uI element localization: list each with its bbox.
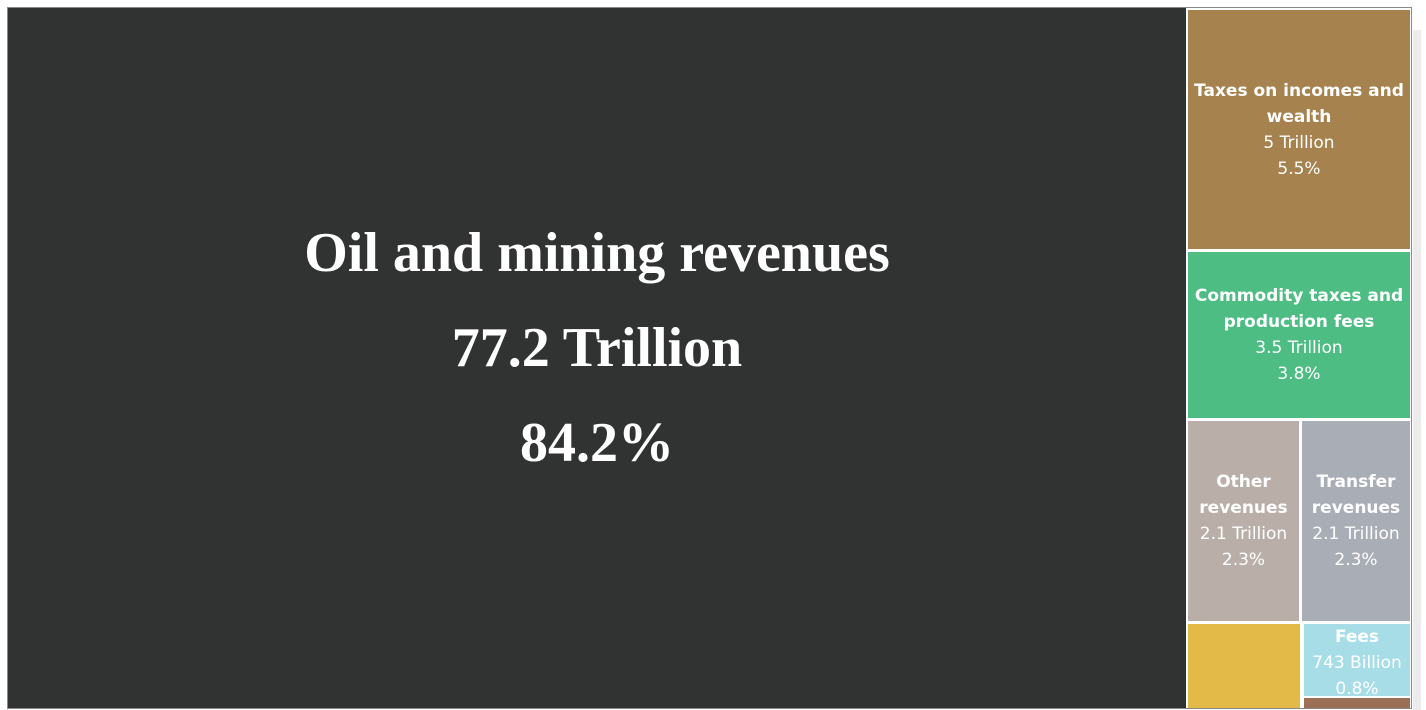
tile-name: Other revenues <box>1199 472 1288 518</box>
tile-share: 2.3% <box>1334 550 1378 570</box>
tile-name: Transfer revenues <box>1311 472 1401 518</box>
tile-value: 2.1 Trillion <box>1199 524 1288 544</box>
tile: Fees 743 Billion 0.8% <box>1304 624 1410 696</box>
tile: Transfer revenues 2.1 Trillion 2.3% <box>1302 421 1410 621</box>
tile-value: 2.1 Trillion <box>1312 524 1400 544</box>
unlabeled-tile <box>1304 698 1410 708</box>
tile: Other revenues 2.1 Trillion 2.3% <box>1188 421 1299 621</box>
tile-name: Taxes on incomes and wealth <box>1194 80 1404 127</box>
tile-share: 84.2% <box>520 411 674 474</box>
tile-value: 3.5 Trillion <box>1255 338 1343 358</box>
chart <box>7 7 1412 709</box>
tile-value: 743 Billion <box>1312 653 1402 673</box>
tile-name: Commodity taxes and production fees <box>1194 286 1404 332</box>
tile-value: 5 Trillion <box>1263 132 1335 153</box>
tile: Taxes on incomes and wealth 5 Trillion 5.5… <box>1188 10 1410 249</box>
tile-share: 0.8% <box>1335 679 1379 696</box>
tile-name: Fees <box>1334 627 1380 647</box>
tile: Commodity taxes and production fees 3.5 T… <box>1188 252 1410 418</box>
tile-name: Oil and mining revenues <box>304 221 890 284</box>
tile-value: 77.2 Trillion <box>451 316 743 379</box>
tile-share: 2.3% <box>1221 550 1266 570</box>
unlabeled-tile <box>1188 624 1300 708</box>
tile-share: 5.5% <box>1277 158 1321 179</box>
tile: Oil and mining revenues 77.2 Trillion 84.2… <box>8 8 1186 708</box>
scroll-strip <box>1413 30 1421 710</box>
tile-share: 3.8% <box>1277 364 1321 384</box>
